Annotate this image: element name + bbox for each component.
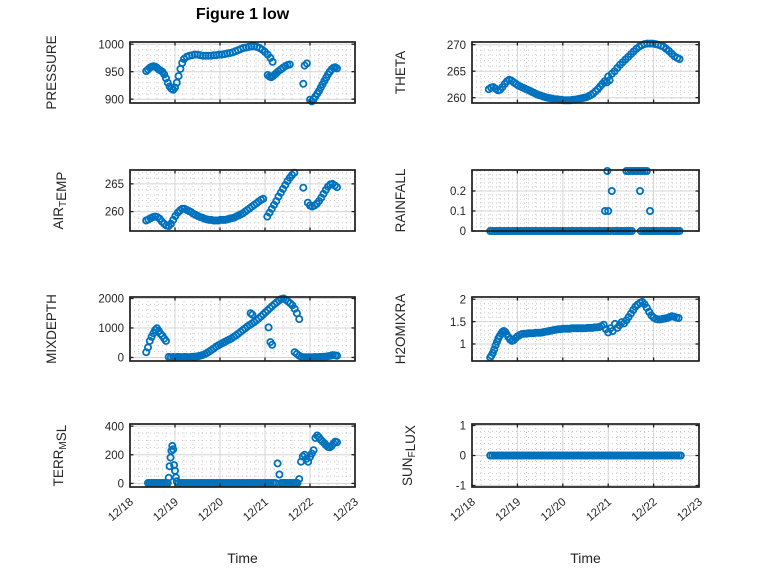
svg-text:1000: 1000 bbox=[98, 39, 124, 51]
figure-title: Figure 1 low bbox=[195, 6, 290, 23]
axes-box bbox=[471, 169, 700, 232]
minor-grid bbox=[472, 170, 699, 231]
y-tick-labels: 260 265 270 bbox=[447, 40, 466, 105]
svg-text:12/18: 12/18 bbox=[448, 496, 478, 524]
tick-marks bbox=[129, 424, 356, 487]
svg-text:2000: 2000 bbox=[98, 294, 124, 306]
svg-text:265: 265 bbox=[105, 179, 124, 191]
svg-text:265: 265 bbox=[447, 66, 466, 78]
axes-box bbox=[129, 41, 356, 104]
tick-marks bbox=[471, 170, 700, 232]
svg-text:12/23: 12/23 bbox=[675, 496, 705, 524]
y-axis-label: PRESSURE bbox=[44, 35, 59, 109]
minor-grid bbox=[130, 424, 355, 487]
y-axis-label: MIXDEPTH bbox=[44, 294, 59, 364]
tick-marks bbox=[471, 42, 700, 103]
y-axis-label: RAINFALL bbox=[393, 168, 408, 232]
tick-marks bbox=[129, 297, 356, 361]
tick-marks bbox=[129, 42, 356, 103]
svg-text:950: 950 bbox=[105, 67, 124, 79]
minor-grid bbox=[130, 42, 355, 103]
svg-text:270: 270 bbox=[447, 40, 466, 52]
x-axis-label: Time bbox=[227, 550, 258, 566]
svg-text:-1: -1 bbox=[456, 481, 466, 493]
svg-text:0.2: 0.2 bbox=[450, 186, 466, 198]
data-markers bbox=[142, 168, 341, 230]
subplot-theta: 260 265 270 THETA bbox=[393, 39, 700, 105]
svg-text:12/18: 12/18 bbox=[106, 496, 136, 524]
y-axis-label: AIRTEMP bbox=[51, 172, 69, 230]
y-axis-label: H2OMIXRA bbox=[393, 294, 408, 365]
y-tick-labels: 11.52 bbox=[450, 294, 466, 351]
svg-text:12/19: 12/19 bbox=[151, 496, 181, 524]
y-tick-labels: -1 0 1 bbox=[456, 421, 466, 493]
x-tick-labels: 12/18 12/19 12/20 12/21 12/22 12/23 bbox=[106, 496, 361, 524]
svg-text:0: 0 bbox=[118, 353, 124, 365]
svg-text:12/19: 12/19 bbox=[494, 496, 524, 524]
y-axis-label: SUNFLUX bbox=[400, 425, 418, 486]
axes-box bbox=[471, 296, 700, 362]
y-tick-labels: 0 200 400 bbox=[105, 421, 124, 490]
y-tick-labels: 260 265 bbox=[105, 179, 124, 219]
x-axis-label: Time bbox=[570, 550, 601, 566]
svg-text:0: 0 bbox=[460, 451, 466, 463]
y-axis-label: TERRMSL bbox=[51, 424, 69, 486]
data-markers bbox=[142, 42, 341, 106]
svg-text:12/20: 12/20 bbox=[539, 496, 569, 524]
svg-text:0.1: 0.1 bbox=[450, 206, 466, 218]
svg-text:0: 0 bbox=[118, 479, 124, 491]
axes-box bbox=[129, 423, 356, 488]
svg-text:12/21: 12/21 bbox=[584, 496, 614, 524]
svg-text:1: 1 bbox=[460, 339, 466, 351]
svg-text:200: 200 bbox=[105, 450, 124, 462]
svg-text:12/23: 12/23 bbox=[331, 496, 361, 524]
svg-text:2: 2 bbox=[460, 294, 466, 306]
tick-marks bbox=[471, 297, 700, 361]
svg-text:260: 260 bbox=[447, 93, 466, 105]
svg-text:900: 900 bbox=[105, 94, 124, 106]
svg-text:1: 1 bbox=[460, 421, 466, 433]
axes-box bbox=[129, 296, 356, 362]
subplot-rainfall: 0 0.1 0.2 RAINFALL bbox=[393, 166, 700, 238]
svg-text:260: 260 bbox=[105, 207, 124, 219]
subplot-mixdepth: 0 1000 2000 MIXDEPTH bbox=[44, 294, 356, 365]
y-axis-label: THETA bbox=[393, 51, 408, 94]
y-tick-labels: 0 0.1 0.2 bbox=[450, 186, 466, 238]
data-markers bbox=[486, 297, 683, 362]
tick-marks bbox=[471, 424, 700, 487]
data-markers bbox=[486, 451, 685, 460]
major-grid bbox=[472, 170, 699, 231]
y-tick-labels: 0 1000 2000 bbox=[98, 294, 124, 365]
subplot-air_temp: 260 265 AIRTEMP bbox=[51, 168, 356, 232]
y-tick-labels: 900 950 1000 bbox=[98, 39, 124, 106]
subplot-sun_flux: -1 0 1 SUNFLUX 12/18 12/19 12/20 12/21 12/22 12/2… bbox=[400, 421, 705, 566]
svg-text:400: 400 bbox=[105, 421, 124, 433]
minor-grid bbox=[472, 424, 699, 487]
svg-text:0: 0 bbox=[460, 226, 466, 238]
axes-box bbox=[129, 169, 356, 232]
subplot-pressure: 900 950 1000 PRESSURE bbox=[44, 35, 356, 110]
tick-marks bbox=[129, 170, 356, 231]
svg-text:12/20: 12/20 bbox=[196, 496, 226, 524]
svg-text:1.5: 1.5 bbox=[450, 317, 466, 329]
svg-text:12/22: 12/22 bbox=[286, 496, 316, 524]
svg-text:1000: 1000 bbox=[98, 323, 124, 335]
data-markers bbox=[143, 431, 341, 487]
svg-text:12/21: 12/21 bbox=[241, 496, 271, 524]
axes-box bbox=[471, 41, 700, 104]
svg-text:12/22: 12/22 bbox=[630, 496, 660, 524]
x-tick-labels: 12/18 12/19 12/20 12/21 12/22 12/23 bbox=[448, 496, 705, 524]
